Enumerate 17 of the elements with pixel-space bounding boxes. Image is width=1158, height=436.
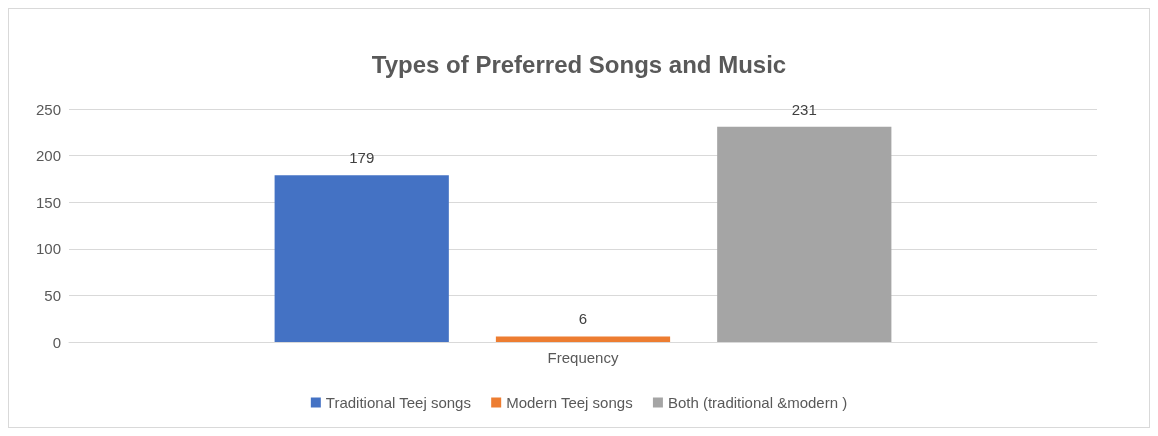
bar — [495, 336, 671, 342]
data-label: 231 — [791, 100, 817, 118]
x-tick-label: Frequency — [547, 349, 619, 366]
data-label: 179 — [349, 149, 375, 167]
y-tick-label: 150 — [35, 193, 61, 211]
legend-label: Traditional Teej songs — [325, 394, 471, 411]
y-tick-label: 200 — [35, 147, 61, 165]
legend-label: Both (traditional &modern ) — [667, 394, 848, 411]
y-tick-label: 50 — [44, 286, 61, 304]
bar — [717, 126, 892, 342]
bar — [274, 175, 449, 342]
chart-title: Types of Preferred Songs and Music — [371, 50, 787, 78]
data-label: 6 — [578, 310, 588, 328]
legend-label: Modern Teej songs — [506, 394, 633, 411]
y-tick-label: 0 — [52, 333, 61, 351]
y-tick-label: 100 — [35, 240, 61, 258]
y-tick-label: 250 — [35, 100, 61, 118]
